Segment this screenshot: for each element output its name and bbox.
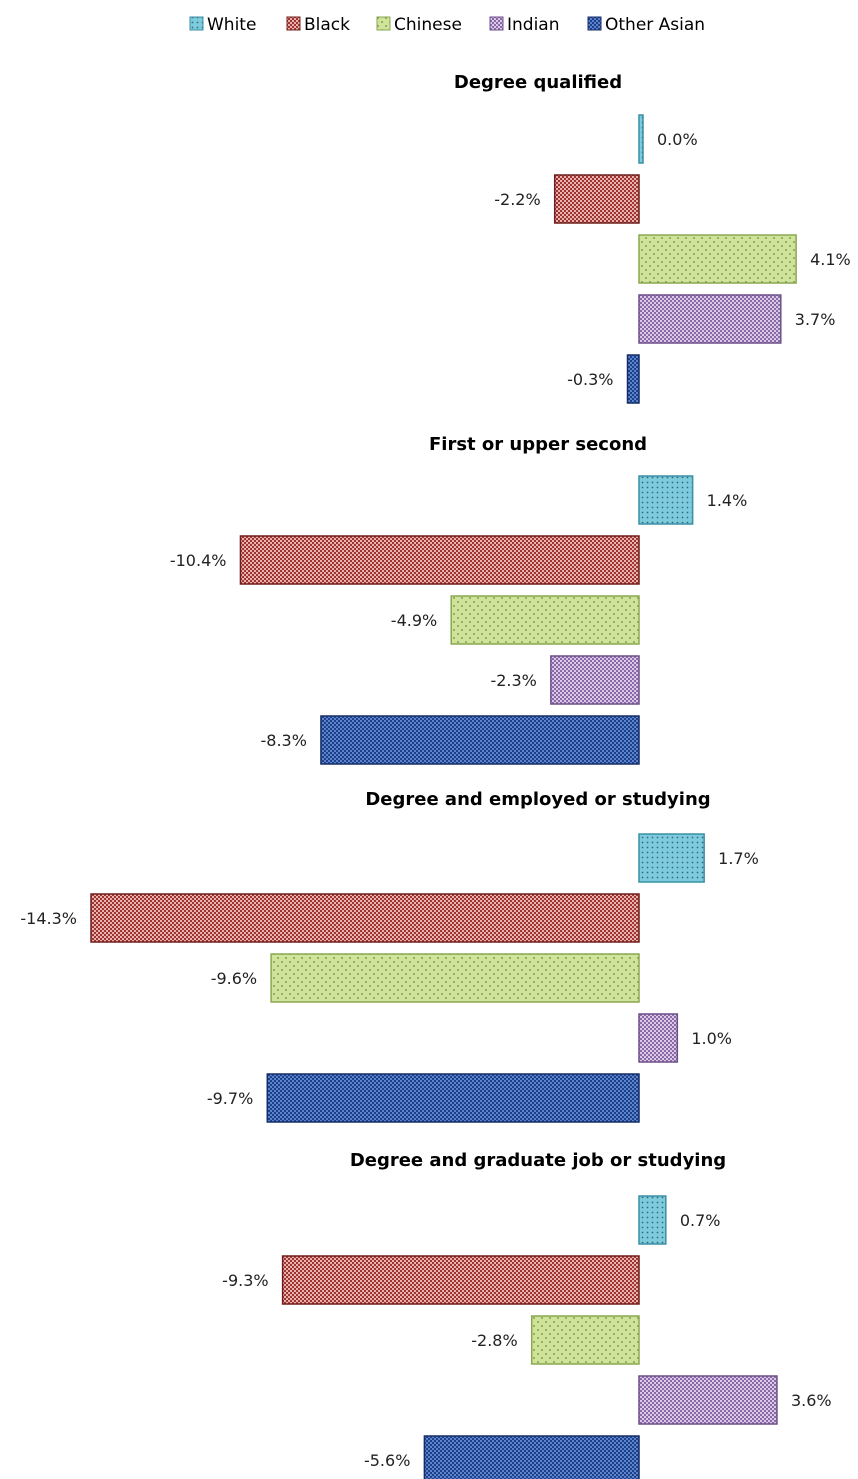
legend-item-black: Black — [286, 15, 350, 35]
bar-chinese — [450, 595, 640, 645]
bar-indian — [638, 1375, 778, 1425]
legend-item-other-asian: Other Asian — [587, 15, 705, 35]
group-degree-qualified: Degree qualified 0.0% -2.2% 4.1% 3.7% -0.3% — [454, 72, 851, 404]
group-title: Degree qualified — [454, 72, 622, 93]
legend-label: Chinese — [394, 15, 462, 35]
data-label-indian: -2.3% — [490, 671, 536, 690]
bar-chinese — [638, 234, 797, 284]
data-label-white: 1.4% — [707, 491, 748, 510]
group-first-or-upper-second: First or upper second 1.4% -10.4% -4.9% -2.3… — [170, 434, 748, 765]
bar-other-asian — [423, 1435, 640, 1479]
bar-other-asian — [626, 354, 640, 404]
data-label-black: -10.4% — [170, 551, 227, 570]
data-label-white: 0.0% — [657, 130, 698, 149]
legend-swatch — [489, 16, 504, 31]
bar-indian — [638, 294, 782, 344]
data-label-black: -2.2% — [494, 190, 540, 209]
data-label-other-asian: -8.3% — [261, 731, 307, 750]
group-title: Degree and employed or studying — [365, 789, 710, 810]
bar-other-asian — [266, 1073, 640, 1123]
legend-label: Black — [304, 15, 350, 35]
bar-white — [638, 833, 705, 883]
data-label-chinese: -2.8% — [471, 1331, 517, 1350]
data-label-white: 0.7% — [680, 1211, 721, 1230]
legend-item-white: White — [189, 15, 256, 35]
data-label-other-asian: -5.6% — [364, 1451, 410, 1470]
legend-swatch — [376, 16, 391, 31]
bar-black — [281, 1255, 640, 1305]
legend-swatch — [587, 16, 602, 31]
data-label-indian: 1.0% — [691, 1029, 732, 1048]
legend-label: White — [207, 15, 256, 35]
bar-white — [638, 1195, 667, 1245]
bar-chinese — [270, 953, 640, 1003]
legend-label: Other Asian — [605, 15, 705, 35]
bar-chinese — [530, 1315, 640, 1365]
legend-swatch — [189, 16, 204, 31]
bar-black — [239, 535, 640, 585]
bar-white — [638, 475, 694, 525]
data-label-indian: 3.6% — [791, 1391, 832, 1410]
group-title: Degree and graduate job or studying — [350, 1150, 726, 1171]
legend-label: Indian — [507, 15, 560, 35]
bar-white — [638, 114, 644, 164]
data-label-black: -14.3% — [20, 909, 77, 928]
data-label-other-asian: -0.3% — [567, 370, 613, 389]
data-label-chinese: 4.1% — [810, 250, 851, 269]
data-label-chinese: -9.6% — [211, 969, 257, 988]
group-title: First or upper second — [429, 434, 647, 455]
bar-other-asian — [320, 715, 640, 765]
data-label-other-asian: -9.7% — [207, 1089, 253, 1108]
legend-item-indian: Indian — [489, 15, 560, 35]
bar-indian — [550, 655, 640, 705]
data-label-indian: 3.7% — [795, 310, 836, 329]
group-degree-and-graduate-job-or-studying: Degree and graduate job or studying 0.7% -… — [222, 1150, 832, 1479]
legend-swatch — [286, 16, 301, 31]
data-label-chinese: -4.9% — [391, 611, 437, 630]
bar-black — [90, 893, 640, 943]
bar-black — [553, 174, 640, 224]
bar-indian — [638, 1013, 679, 1063]
group-degree-and-employed-or-studying: Degree and employed or studying 1.7% -14.3… — [20, 789, 759, 1123]
legend: White Black Chinese Indian Other Asian — [189, 15, 705, 35]
legend-item-chinese: Chinese — [376, 15, 462, 35]
data-label-black: -9.3% — [222, 1271, 268, 1290]
data-label-white: 1.7% — [718, 849, 759, 868]
bar-groups: Degree qualified 0.0% -2.2% 4.1% 3.7% -0.3% Fi… — [20, 72, 851, 1479]
